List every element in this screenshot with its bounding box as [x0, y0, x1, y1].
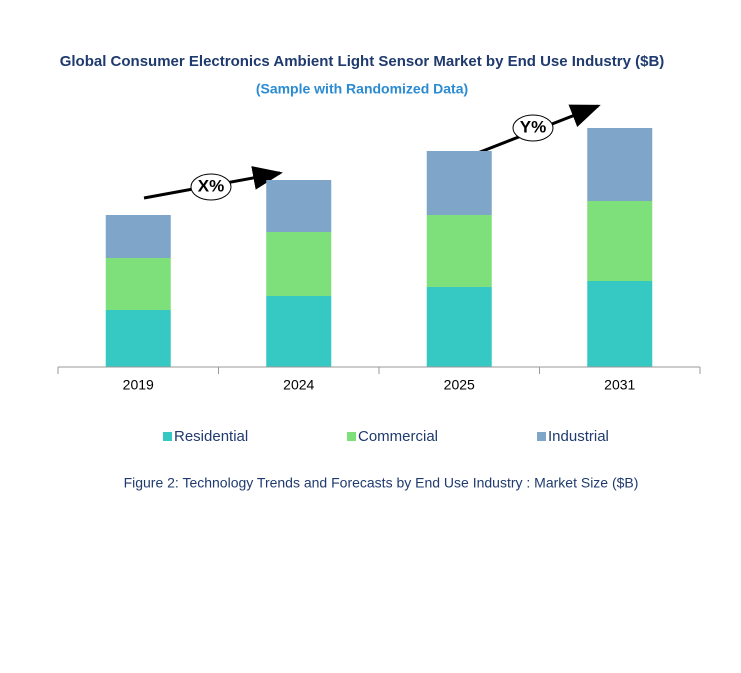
- bar-segment: [105, 258, 171, 310]
- bar-segment: [105, 215, 171, 258]
- bar-segment: [426, 151, 492, 215]
- legend-swatch: [537, 432, 546, 441]
- legend-label: Industrial: [548, 428, 609, 445]
- legend-label: Commercial: [358, 428, 438, 445]
- annotation-bubble: [190, 173, 232, 201]
- bar-segment: [587, 201, 653, 281]
- legend-swatch: [163, 432, 172, 441]
- legend-label: Residential: [174, 428, 248, 445]
- bar-segment: [426, 215, 492, 287]
- bar-segment: [587, 128, 653, 201]
- caption: Figure 2: Technology Trends and Forecast…: [124, 475, 639, 491]
- bar-segment: [426, 287, 492, 367]
- x-tick-label: 2019: [123, 377, 154, 393]
- bar-segment: [587, 281, 653, 367]
- annotation: Y%: [520, 117, 546, 136]
- x-tick-label: 2025: [444, 377, 475, 393]
- bar-segment: [266, 180, 332, 232]
- bar-segment: [266, 296, 332, 367]
- bar-segment: [266, 232, 332, 296]
- annotation-bubble: [512, 114, 554, 142]
- legend-swatch: [347, 432, 356, 441]
- chart-title: Global Consumer Electronics Ambient Ligh…: [60, 53, 665, 70]
- x-tick-label: 2024: [283, 377, 314, 393]
- annotation: X%: [198, 176, 224, 195]
- x-tick-label: 2031: [604, 377, 635, 393]
- chart-subtitle: (Sample with Randomized Data): [256, 81, 468, 97]
- bar-segment: [105, 310, 171, 367]
